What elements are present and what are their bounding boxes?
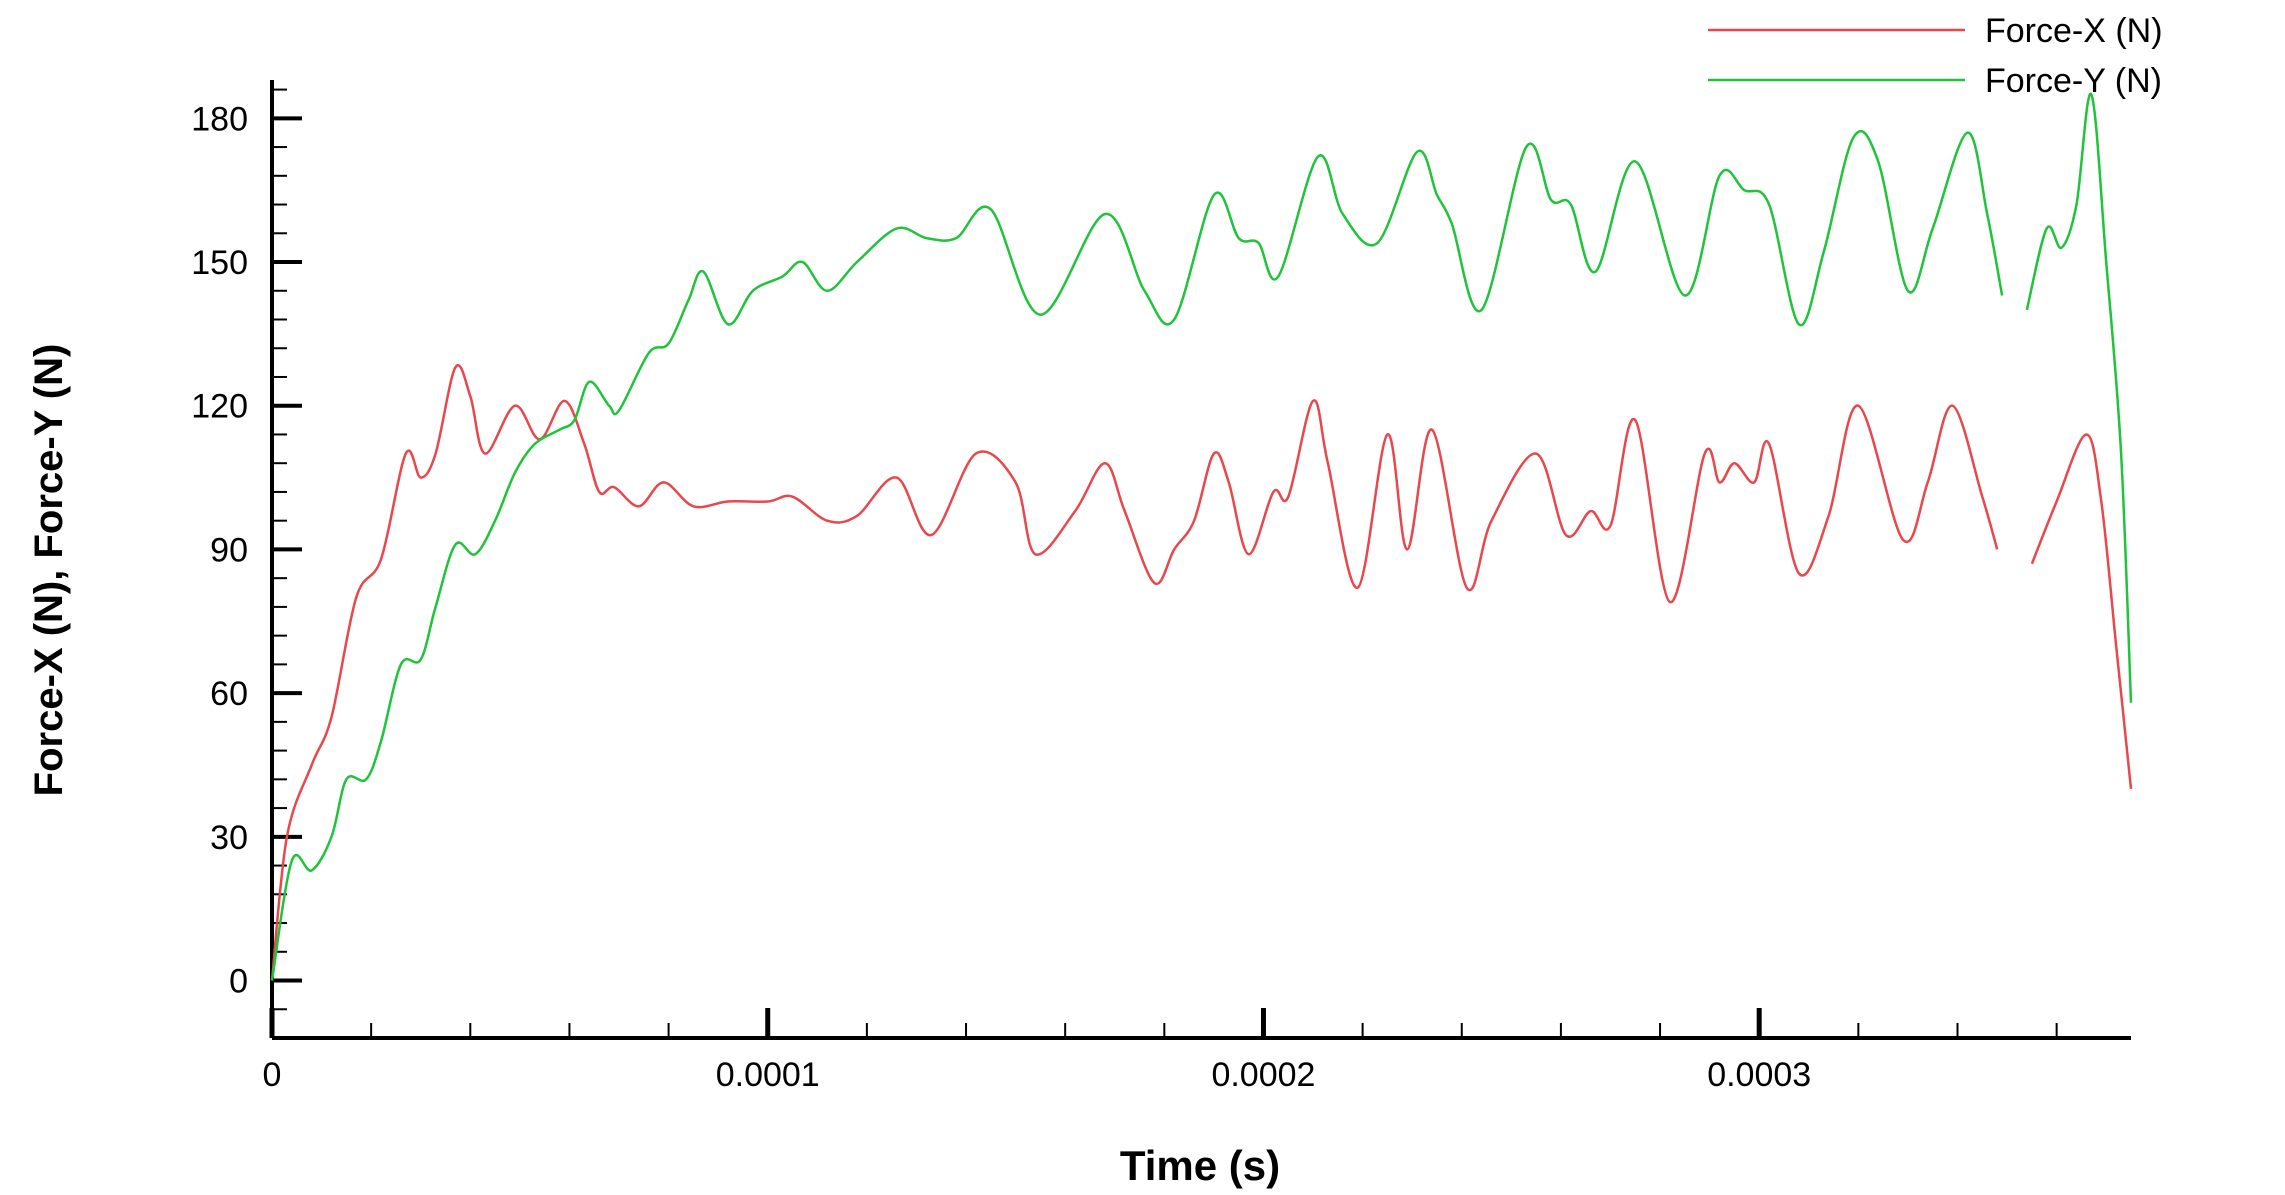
y-tick-label: 90 <box>210 531 248 569</box>
legend: Force-X (N) Force-Y (N) <box>1708 12 2163 100</box>
series-line-force-x <box>2030 433 2133 790</box>
y-tick-label: 120 <box>191 388 248 426</box>
x-tick-label: 0 <box>263 1056 282 1094</box>
x-tick-label: 0.0002 <box>1211 1056 1315 1094</box>
y-tick-label: 0 <box>229 963 248 1001</box>
axes <box>270 80 2131 1040</box>
x-tick-label: 0.0003 <box>1707 1056 1811 1094</box>
series-line-force-y <box>270 129 2004 981</box>
y-tick-label: 60 <box>210 675 248 713</box>
y-tick-label: 180 <box>191 100 248 138</box>
legend-label: Force-X (N) <box>1985 12 2163 50</box>
x-axis-title: Time (s) <box>1120 1142 1280 1189</box>
legend-label: Force-Y (N) <box>1985 62 2162 100</box>
series-line-force-y <box>2025 92 2133 703</box>
x-tick-label: 0.0001 <box>716 1056 820 1094</box>
series-line-force-x <box>270 364 1999 981</box>
y-axis-title: Force-X (N), Force-Y (N) <box>27 344 71 797</box>
series <box>270 92 2133 981</box>
series-force-x <box>270 364 2133 981</box>
series-force-y <box>270 92 2133 981</box>
y-tick-label: 30 <box>210 819 248 857</box>
y-tick-label: 150 <box>191 244 248 282</box>
ticks: 0 30 60 90 120 150 180 0 0.0001 0.0002 0.0003 <box>191 88 2058 1094</box>
